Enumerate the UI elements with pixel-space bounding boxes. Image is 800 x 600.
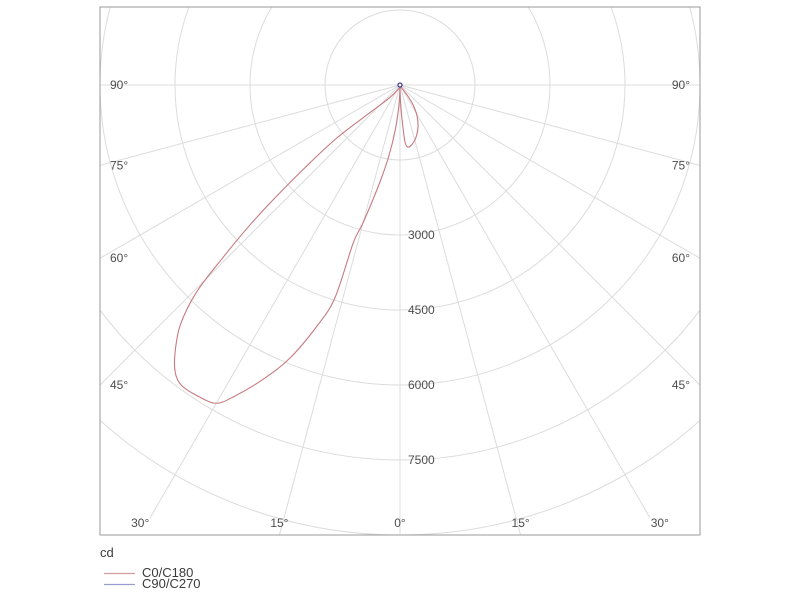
svg-text:90°: 90° [672, 78, 690, 92]
svg-text:45°: 45° [110, 378, 128, 392]
svg-text:6000: 6000 [408, 378, 435, 392]
svg-text:3000: 3000 [408, 228, 435, 242]
svg-text:60°: 60° [672, 251, 690, 265]
svg-text:90°: 90° [110, 78, 128, 92]
svg-text:75°: 75° [672, 158, 690, 172]
svg-text:15°: 15° [512, 516, 530, 530]
svg-text:75°: 75° [110, 158, 128, 172]
svg-text:7500: 7500 [408, 453, 435, 467]
svg-text:cd: cd [100, 545, 114, 560]
svg-text:30°: 30° [131, 516, 149, 530]
svg-text:15°: 15° [270, 516, 288, 530]
svg-text:C90/C270: C90/C270 [142, 576, 201, 591]
svg-text:60°: 60° [110, 251, 128, 265]
svg-text:4500: 4500 [408, 303, 435, 317]
svg-text:45°: 45° [672, 378, 690, 392]
svg-text:30°: 30° [651, 516, 669, 530]
svg-text:0°: 0° [394, 516, 406, 530]
